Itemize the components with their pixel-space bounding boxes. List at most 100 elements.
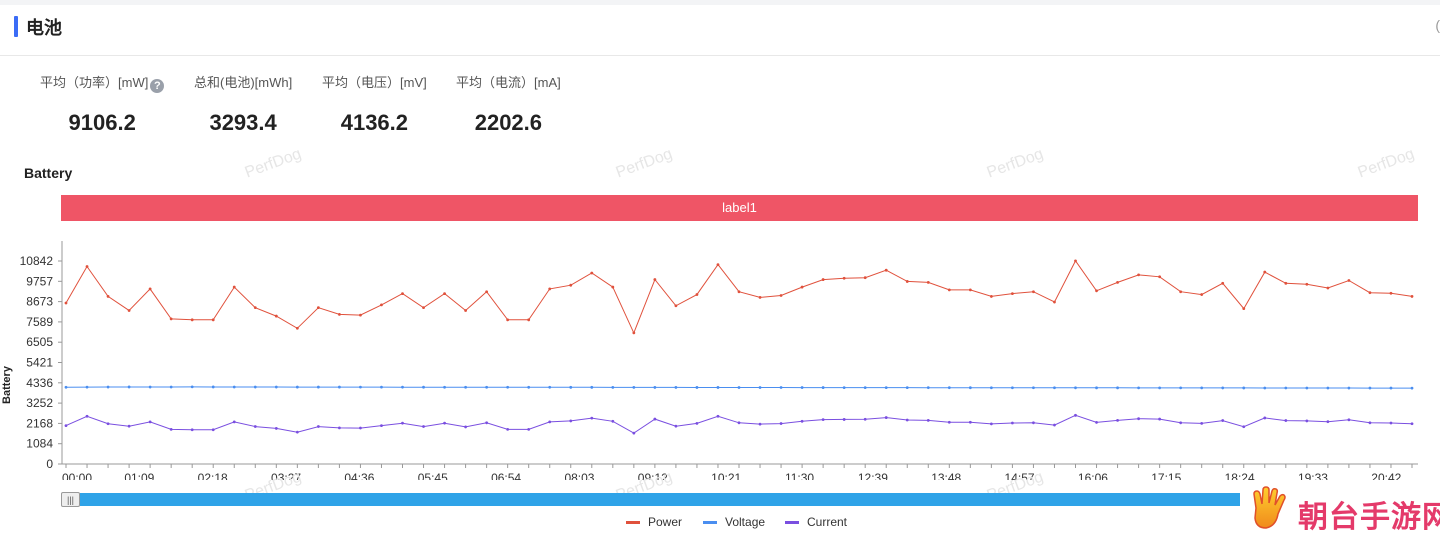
data-point-power xyxy=(1389,291,1393,295)
data-point-current xyxy=(737,421,741,425)
y-tick-label: 8673 xyxy=(26,295,53,309)
data-point-current xyxy=(1200,421,1204,425)
data-point-voltage xyxy=(401,385,404,389)
data-point-current xyxy=(148,420,152,424)
data-point-voltage xyxy=(338,385,341,389)
data-point-power xyxy=(968,288,972,292)
data-point-voltage xyxy=(527,385,531,389)
y-tick-label: 1084 xyxy=(26,437,53,451)
data-point-power xyxy=(190,318,194,322)
x-tick-label: 16:06 xyxy=(1078,471,1108,480)
stat-label-text: 平均（功率）[mW] xyxy=(40,75,149,90)
data-point-current xyxy=(232,420,236,424)
stat-value: 4136.2 xyxy=(340,110,409,135)
x-tick-label: 10:21 xyxy=(711,471,741,480)
data-point-current xyxy=(716,414,720,418)
data-point-current xyxy=(127,424,131,428)
stat-avg-current: 平均（电流）[mA] 2202.6 xyxy=(456,72,561,136)
data-point-voltage xyxy=(758,386,762,389)
data-point-current xyxy=(926,418,930,422)
data-point-current xyxy=(1242,425,1246,429)
data-point-power xyxy=(1116,280,1119,284)
data-point-voltage xyxy=(1095,386,1098,390)
data-point-voltage xyxy=(211,385,215,389)
legend-swatch xyxy=(703,521,717,525)
data-point-current xyxy=(274,427,278,430)
data-point-voltage xyxy=(716,386,720,389)
data-point-power xyxy=(1305,282,1309,286)
data-point-power xyxy=(295,326,299,330)
data-point-voltage xyxy=(380,385,383,389)
data-point-current xyxy=(863,417,867,421)
data-point-current xyxy=(947,420,951,424)
data-point-power xyxy=(716,263,720,266)
data-point-power xyxy=(106,295,110,298)
data-point-power xyxy=(338,312,341,316)
data-point-voltage xyxy=(1074,386,1077,390)
data-point-voltage xyxy=(611,385,615,389)
data-point-power xyxy=(64,301,68,305)
data-point-voltage xyxy=(443,385,446,389)
data-point-power xyxy=(1368,291,1372,295)
y-tick-label: 2168 xyxy=(26,416,53,430)
data-point-voltage xyxy=(1410,386,1414,390)
label-band[interactable]: label1 xyxy=(61,195,1418,221)
data-point-voltage xyxy=(1116,386,1119,390)
data-point-voltage xyxy=(485,385,489,389)
zoom-slider-track[interactable] xyxy=(80,493,1240,506)
accent-bar xyxy=(14,16,18,37)
data-point-voltage xyxy=(106,385,110,389)
x-tick-label: 02:18 xyxy=(198,471,228,480)
data-point-power xyxy=(1011,292,1014,296)
data-point-voltage xyxy=(863,386,867,390)
stat-total-battery: 总和(电池)[mWh] 3293.4 xyxy=(194,72,292,136)
data-point-voltage xyxy=(569,385,573,389)
data-point-power xyxy=(85,265,89,268)
y-tick-label: 5421 xyxy=(26,356,53,370)
watermark: PerfDog xyxy=(613,145,675,182)
data-point-current xyxy=(674,424,678,428)
data-point-voltage xyxy=(148,385,152,389)
data-point-power xyxy=(1263,270,1267,274)
data-point-power xyxy=(674,304,678,308)
data-point-voltage xyxy=(316,385,320,389)
help-icon[interactable]: ? xyxy=(150,79,165,93)
data-point-voltage xyxy=(1032,386,1035,390)
data-point-current xyxy=(443,421,446,425)
stat-label: 总和(电池)[mWh] xyxy=(194,75,293,90)
data-point-power xyxy=(169,317,173,321)
data-point-current xyxy=(380,424,383,428)
data-point-current xyxy=(569,419,573,423)
site-logo: 朝台手游网 xyxy=(1246,486,1440,534)
data-point-power xyxy=(401,292,404,296)
data-point-power xyxy=(1053,300,1056,304)
legend-item-current[interactable]: Current xyxy=(785,515,847,529)
data-point-current xyxy=(1032,421,1035,425)
stat-value: 9106.2 xyxy=(68,110,136,135)
data-point-power xyxy=(506,318,510,322)
zoom-slider-handle[interactable]: ||| xyxy=(61,492,80,507)
data-point-power xyxy=(1347,279,1351,282)
data-point-voltage xyxy=(905,386,909,390)
data-point-power xyxy=(232,285,236,289)
x-tick-label: 13:48 xyxy=(931,471,961,480)
data-point-voltage xyxy=(968,386,972,390)
chart-title: Battery xyxy=(24,165,73,181)
data-point-voltage xyxy=(127,385,131,389)
y-tick-label: 4336 xyxy=(26,376,53,390)
stat-avg-voltage: 平均（电压）[mV] 4136.2 xyxy=(322,72,427,136)
data-point-current xyxy=(800,419,804,423)
stat-avg-power: 平均（功率）[mW]? 9106.2 xyxy=(40,72,165,136)
legend-item-power[interactable]: Power xyxy=(626,515,682,529)
data-point-current xyxy=(401,421,404,425)
data-point-voltage xyxy=(1200,386,1204,390)
data-point-current xyxy=(695,421,699,425)
data-point-current xyxy=(1074,413,1077,417)
data-point-power xyxy=(211,318,215,322)
legend-item-voltage[interactable]: Voltage xyxy=(703,515,765,529)
data-point-current xyxy=(85,414,89,418)
data-point-current xyxy=(632,431,636,435)
battery-line-chart[interactable]: 0 1084 2168 3252 4336 5421 6505 7589 8673 9757 108… xyxy=(0,225,1440,480)
data-point-current xyxy=(1263,416,1267,420)
data-point-power xyxy=(947,288,951,292)
